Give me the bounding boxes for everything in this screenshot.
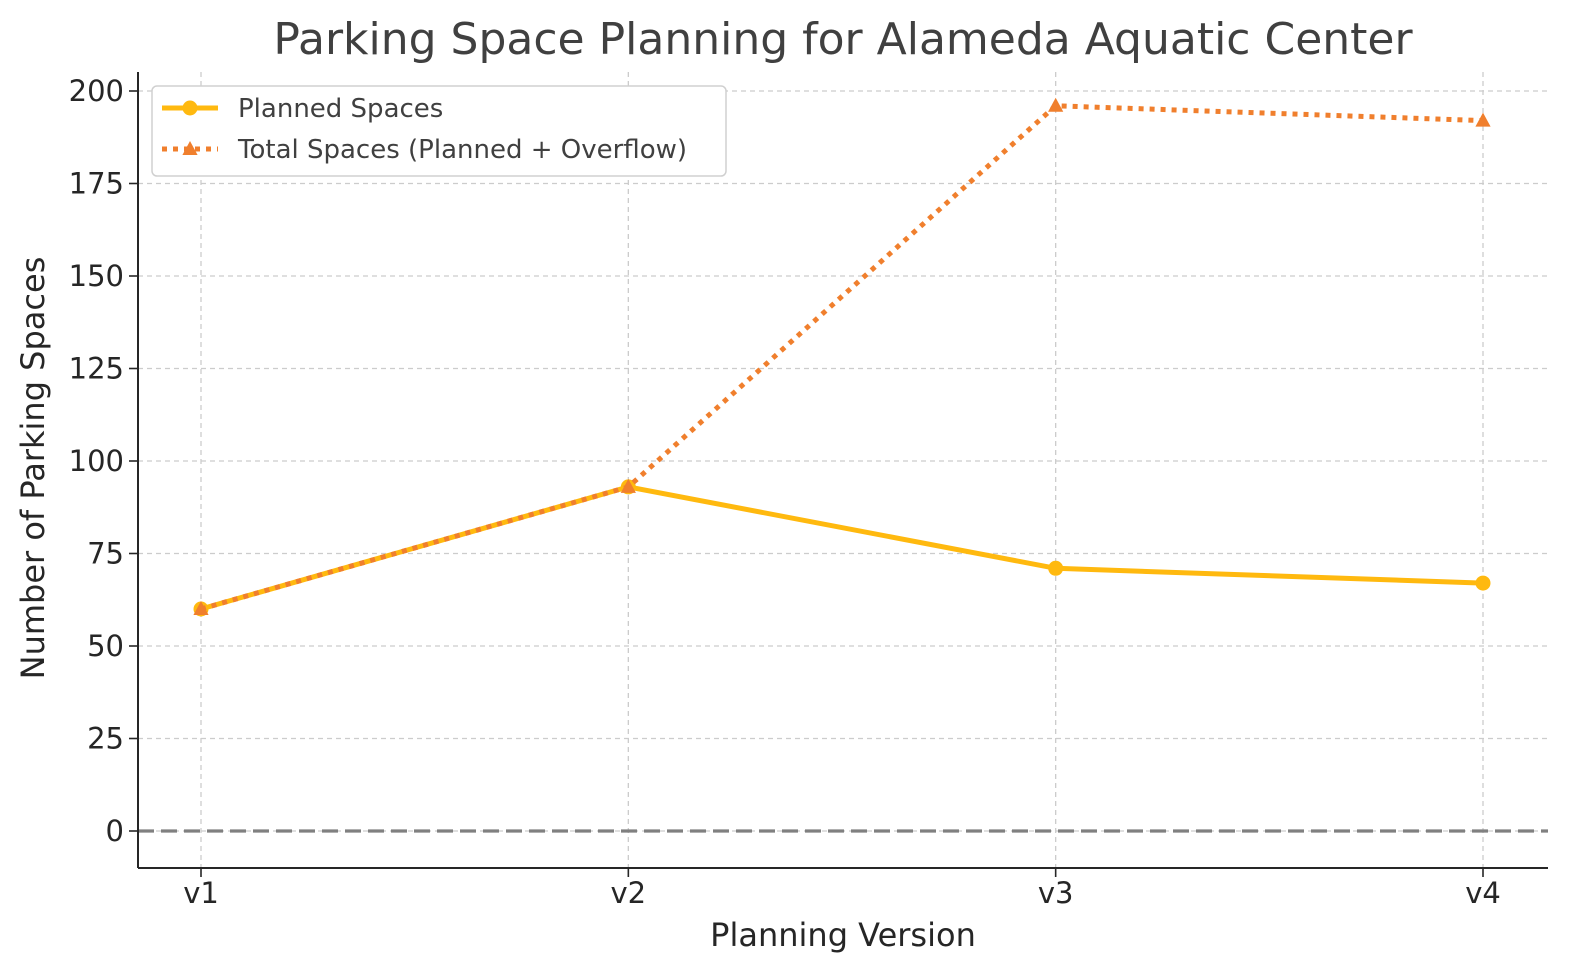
y-tick-label: 0: [106, 814, 124, 848]
legend: Planned Spaces Total Spaces (Planned + Ov…: [151, 85, 727, 177]
series-line: [198, 484, 1486, 612]
x-axis-label: Planning Version: [710, 916, 976, 954]
data-point: [1475, 112, 1491, 127]
chart-title: Parking Space Planning for Alameda Aquat…: [273, 14, 1413, 65]
y-tick-label: 125: [69, 352, 124, 386]
series-total-spaces: [193, 97, 1491, 615]
x-tick-label: v4: [1465, 876, 1501, 910]
data-point: [193, 601, 209, 615]
x-tick-label: v3: [1038, 876, 1074, 910]
x-axis-ticks: v1 v2 v3 v4: [183, 868, 1501, 910]
legend-label: Planned Spaces: [238, 94, 443, 124]
y-axis-ticks: 0 25 50 75 100 125 150 175 200: [69, 74, 138, 848]
legend-frame: [151, 85, 727, 177]
y-tick-label: 75: [87, 537, 124, 571]
x-tick-label: v1: [183, 876, 219, 910]
legend-swatch-marker: [182, 100, 198, 116]
y-tick-label: 200: [69, 74, 124, 108]
data-point: [1048, 97, 1064, 112]
y-tick-label: 25: [87, 722, 124, 756]
series-planned-spaces: [193, 479, 1491, 617]
y-axis-label: Number of Parking Spaces: [14, 257, 52, 680]
axes: [137, 72, 1548, 869]
gridlines: [138, 72, 1548, 868]
legend-label: Total Spaces (Planned + Overflow): [237, 135, 687, 165]
y-tick-label: 50: [87, 629, 124, 663]
series-line: [200, 103, 1484, 612]
y-tick-label: 150: [69, 259, 124, 293]
x-tick-label: v2: [611, 876, 647, 910]
data-point: [620, 478, 636, 493]
data-point: [1475, 575, 1491, 591]
data-series: [193, 97, 1491, 617]
y-tick-label: 100: [69, 444, 124, 478]
data-point: [1048, 560, 1064, 576]
legend-swatch-marker: [182, 141, 198, 155]
y-tick-label: 175: [69, 167, 124, 201]
